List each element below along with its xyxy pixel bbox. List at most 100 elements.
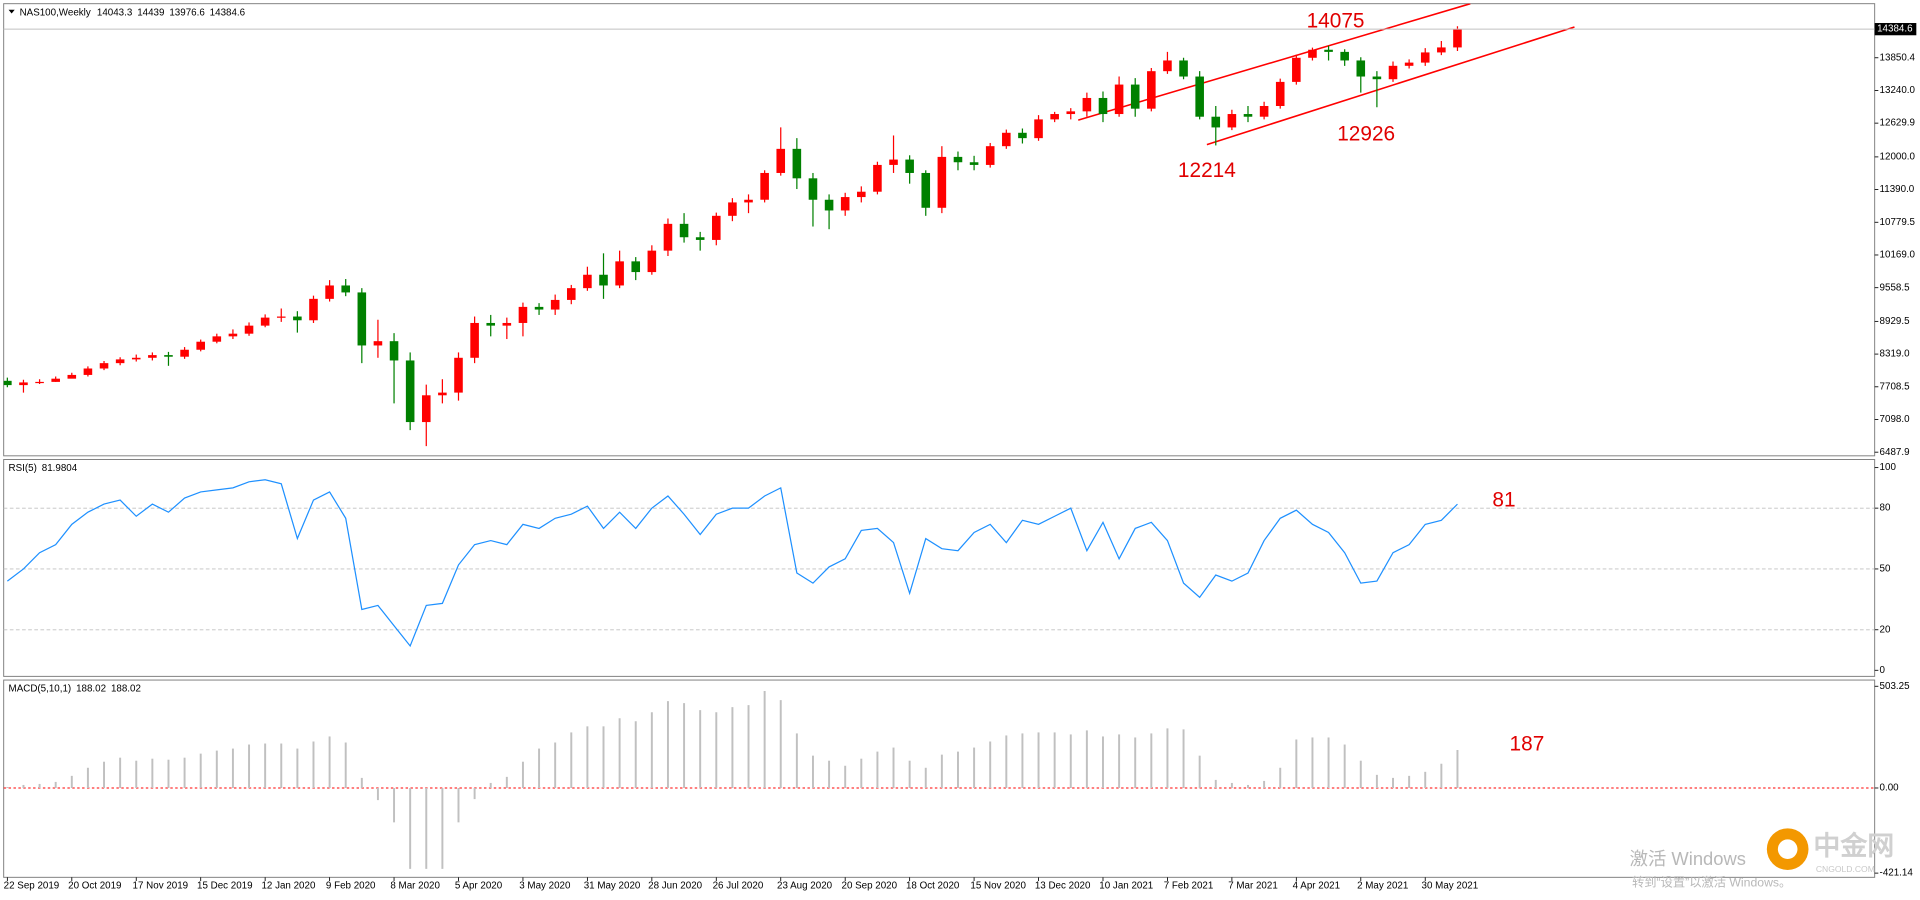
candle-body: [325, 285, 334, 299]
x-tick-label: 13 Dec 2020: [1035, 881, 1091, 892]
candle-body: [728, 202, 737, 216]
annotation: 12926: [1337, 122, 1395, 145]
candle-body: [438, 392, 447, 396]
candle-body: [663, 223, 673, 251]
main-panel: [3, 3, 1876, 457]
x-tick-label: 5 Apr 2020: [455, 881, 503, 892]
candle-body: [792, 148, 802, 179]
candle-body: [1340, 51, 1349, 61]
y-tick-label: -421.14: [1880, 868, 1914, 879]
candle-body: [1372, 76, 1382, 80]
candle-body: [760, 172, 769, 200]
y-tick-label: 8319.0: [1880, 349, 1911, 360]
candle-body: [808, 178, 818, 200]
y-tick-label: 0: [1880, 665, 1886, 676]
candle-body: [1292, 57, 1301, 82]
x-tick-label: 23 Aug 2020: [777, 881, 833, 892]
channel-upper: [1078, 3, 1471, 121]
rsi-panel: [3, 459, 1876, 677]
candle-body: [985, 146, 995, 165]
x-tick-label: 30 May 2021: [1422, 881, 1479, 892]
y-tick-label: 0.00: [1880, 783, 1900, 794]
candle-body: [421, 395, 431, 423]
y-tick-label: 9558.5: [1880, 282, 1911, 293]
candle-body: [196, 341, 205, 350]
y-tick-label: 12000.0: [1880, 151, 1916, 162]
y-tick-label: 503.25: [1880, 681, 1911, 692]
candle-body: [180, 349, 189, 357]
x-tick-label: 9 Feb 2020: [326, 881, 376, 892]
candle-body: [905, 159, 914, 173]
candle-body: [1259, 105, 1269, 117]
candle-body: [744, 199, 753, 203]
candle-body: [1211, 116, 1221, 128]
current-price-label: 14384.6: [1877, 24, 1913, 35]
candle-body: [67, 374, 77, 379]
y-tick-label: 13850.4: [1880, 52, 1916, 63]
candle-body: [1082, 97, 1092, 112]
x-tick-label: 4 Apr 2021: [1293, 881, 1340, 892]
annotation: 81: [1492, 489, 1515, 512]
x-tick-label: 18 Oct 2020: [906, 881, 960, 892]
current-price-box: [1874, 23, 1917, 36]
candle-body: [679, 223, 689, 238]
candle-body: [518, 306, 528, 323]
candle-body: [1437, 47, 1446, 53]
y-tick-label: 6487.9: [1880, 447, 1910, 458]
x-tick-label: 22 Sep 2019: [4, 881, 60, 892]
candle-body: [1034, 119, 1043, 139]
header-open: 14043.3: [97, 7, 133, 18]
candle-body: [131, 357, 141, 360]
candle-body: [695, 237, 705, 240]
candle-body: [1227, 114, 1237, 128]
y-tick-label: 10779.5: [1880, 217, 1916, 228]
y-tick-label: 7098.0: [1880, 414, 1911, 425]
candle-body: [840, 197, 850, 211]
menu-icon: [8, 9, 15, 14]
x-tick-label: 31 May 2020: [584, 881, 641, 892]
candle-body: [857, 191, 866, 198]
candle-body: [647, 250, 657, 273]
candle-body: [712, 215, 721, 240]
rsi-header: RSI(5) 81.9804: [9, 463, 78, 474]
y-tick-label: 7708.5: [1880, 381, 1911, 392]
header-high: 14439: [137, 7, 164, 18]
x-tick-label: 15 Dec 2019: [197, 881, 253, 892]
candle-body: [228, 333, 238, 337]
candle-body: [389, 341, 399, 361]
candle-body: [921, 172, 931, 208]
channel: [1078, 3, 1575, 146]
macd-header: MACD(5,10,1) 188.02 188.02: [9, 683, 141, 694]
watermark-title: 激活 Windows: [1630, 848, 1746, 869]
candle-body: [1404, 62, 1414, 66]
x-tick-label: 15 Nov 2020: [970, 881, 1026, 892]
x-tick-label: 20 Oct 2019: [68, 881, 121, 892]
candle-body: [357, 292, 367, 346]
candle-body: [502, 322, 512, 326]
candle-body: [1453, 29, 1462, 48]
candle-body: [1324, 49, 1333, 52]
candle-body: [293, 316, 302, 321]
candle-body: [953, 156, 963, 163]
y-tick-label: 12629.9: [1880, 118, 1915, 129]
candle-body: [1098, 97, 1108, 115]
candle-body: [83, 368, 93, 375]
candle-body: [1195, 76, 1204, 117]
macd-signal: 188.02: [111, 683, 141, 694]
x-tick-label: 28 Jun 2020: [648, 881, 702, 892]
candle-body: [1356, 60, 1366, 77]
candle-body: [212, 336, 222, 342]
candle-body: [260, 317, 270, 326]
y-tick-label: 11390.0: [1880, 184, 1915, 195]
candle-body: [164, 355, 173, 357]
candle-body: [873, 164, 882, 192]
candle-body: [486, 322, 496, 326]
candle-body: [309, 298, 318, 321]
candle-body: [969, 162, 979, 165]
y-tick-label: 13240.0: [1880, 85, 1916, 96]
candle-body: [824, 199, 834, 211]
watermark-hint: 转到“设置”以激活 Windows。: [1632, 875, 1791, 890]
symbol-title: NAS100,Weekly: [20, 7, 91, 18]
